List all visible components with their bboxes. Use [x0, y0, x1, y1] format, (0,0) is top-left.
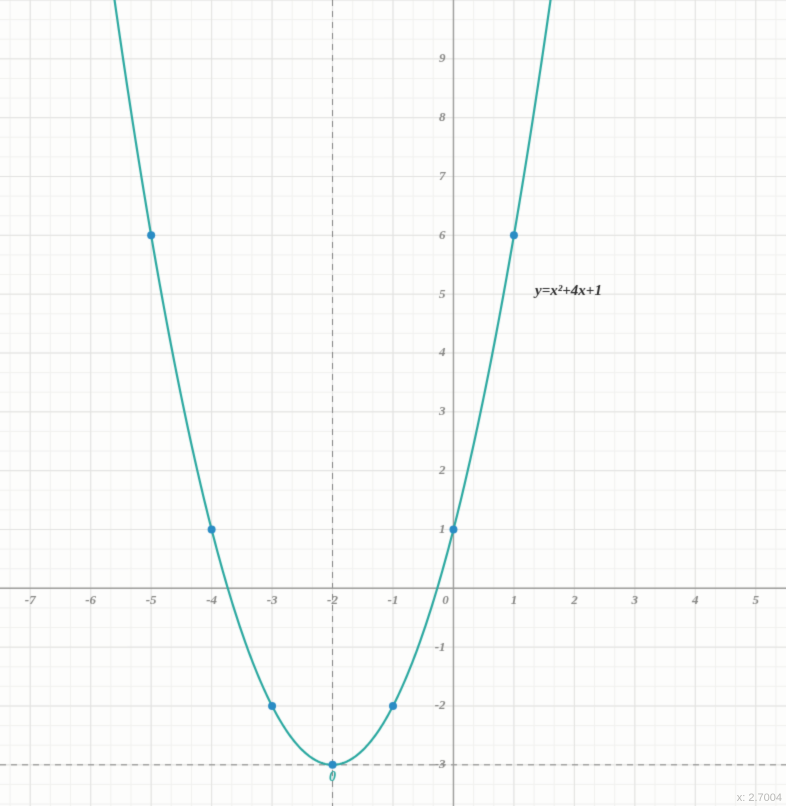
- parabola-chart: [0, 0, 786, 806]
- coord-readout: x: 2.7004: [737, 792, 782, 804]
